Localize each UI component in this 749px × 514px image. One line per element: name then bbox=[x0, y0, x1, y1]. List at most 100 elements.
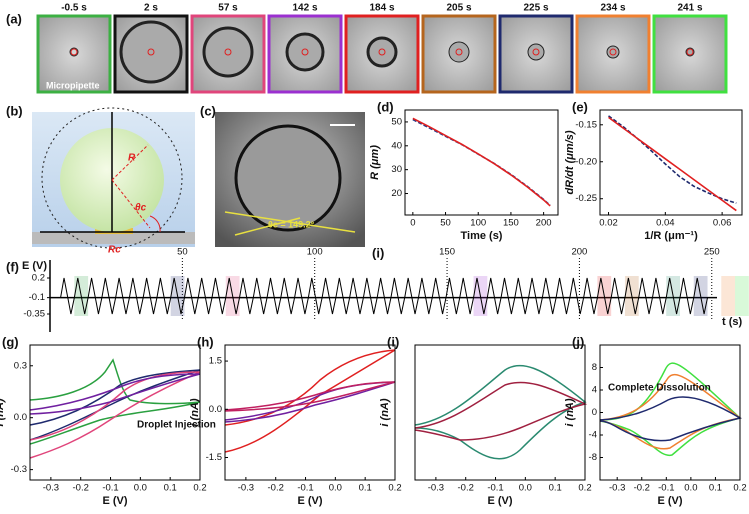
frame-time: 234 s bbox=[600, 3, 625, 14]
x-tick-label: 0.1 bbox=[359, 483, 372, 494]
x-tick-label: -0.1 bbox=[297, 483, 313, 494]
droplet bbox=[448, 41, 470, 63]
y-tick-label: -4 bbox=[589, 430, 597, 441]
x-tick-label: -0.3 bbox=[238, 483, 254, 494]
cv-curve bbox=[414, 381, 588, 441]
angle-text: θc = 149.2° bbox=[268, 219, 315, 229]
y-tick-label: 0 bbox=[592, 407, 597, 418]
frame-time: 225 s bbox=[523, 3, 548, 14]
frame-time: 142 s bbox=[292, 3, 317, 14]
plot-frame bbox=[224, 344, 396, 481]
electrode bbox=[301, 48, 309, 56]
pointer-label: Micropipette bbox=[46, 80, 100, 90]
inset-label: (i) bbox=[372, 245, 384, 260]
frame-time: 57 s bbox=[218, 3, 238, 14]
x-tick-label: 0.04 bbox=[656, 218, 675, 229]
y-tick-label: 0.0 bbox=[14, 412, 27, 423]
plot-frame bbox=[599, 109, 743, 216]
x-axis-label: Time (s) bbox=[461, 230, 503, 242]
cv-curve bbox=[599, 362, 742, 456]
frame bbox=[36, 14, 112, 94]
x-tick-label: -0.3 bbox=[43, 483, 59, 494]
tangent bbox=[224, 211, 356, 233]
y-tick-label: -0.3 bbox=[11, 464, 27, 475]
angle-arc bbox=[149, 215, 161, 233]
frame bbox=[575, 14, 651, 94]
y-tick-label: -0.15 bbox=[575, 119, 597, 130]
x-tick-label: 0.0 bbox=[684, 483, 697, 494]
electrode bbox=[147, 48, 155, 56]
data-line bbox=[608, 115, 737, 204]
panel-label: (b) bbox=[6, 103, 23, 118]
cv-curve bbox=[224, 349, 396, 453]
cv-curve bbox=[599, 396, 742, 442]
cycle-highlight bbox=[735, 276, 749, 316]
cv-curve bbox=[29, 373, 201, 415]
plot-frame bbox=[29, 344, 201, 481]
panel-label: (f) bbox=[6, 259, 19, 274]
x-tick-label: 0.1 bbox=[164, 483, 177, 494]
y-tick-label: 8 bbox=[592, 362, 597, 373]
droplet bbox=[119, 20, 183, 84]
y-tick-label: 40 bbox=[391, 140, 402, 151]
droplet bbox=[527, 43, 545, 61]
panel-label: (e) bbox=[572, 99, 588, 114]
droplet-photo bbox=[234, 124, 342, 232]
frame-time: 184 s bbox=[369, 3, 394, 14]
y-axis-label: i (nA) bbox=[379, 398, 391, 426]
tangent bbox=[234, 217, 301, 236]
symbol: Rc bbox=[108, 245, 121, 256]
data-line bbox=[412, 117, 551, 207]
y-tick-label: 50 bbox=[391, 116, 402, 127]
y-tick-label: 1.5 bbox=[209, 356, 222, 367]
panel-label: (j) bbox=[572, 334, 584, 349]
droplet bbox=[366, 36, 398, 68]
frame-time: 205 s bbox=[446, 3, 471, 14]
x-tick-label: 0.02 bbox=[599, 218, 618, 229]
cycle-highlight bbox=[721, 276, 736, 316]
x-tick-label: 0.06 bbox=[713, 218, 732, 229]
radius-line bbox=[111, 179, 151, 229]
annotation: Complete Dissolution bbox=[608, 383, 711, 394]
x-tick-label: 50 bbox=[440, 218, 451, 229]
frame-time: 241 s bbox=[677, 3, 702, 14]
x-tick-label: 0.1 bbox=[549, 483, 562, 494]
panel-label: (d) bbox=[377, 99, 394, 114]
y-tick-label: -0.1 bbox=[29, 292, 45, 303]
panel-label: (h) bbox=[197, 334, 214, 349]
x-tick-label: -0.2 bbox=[634, 483, 650, 494]
x-axis-label: E (V) bbox=[487, 495, 512, 507]
panel-label: (c) bbox=[200, 103, 216, 118]
cv-curve bbox=[29, 358, 201, 445]
electrode bbox=[609, 48, 617, 56]
x-tick-label: 0.2 bbox=[733, 483, 746, 494]
x-tick-label: 150 bbox=[503, 218, 519, 229]
y-axis-label: i (nA) bbox=[0, 398, 6, 426]
x-tick-label: 200 bbox=[536, 218, 552, 229]
symbol: R bbox=[128, 153, 136, 164]
electrode bbox=[70, 48, 78, 56]
x-tick-label: -0.1 bbox=[658, 483, 674, 494]
x-axis-label: E (V) bbox=[657, 495, 682, 507]
x-tick-label: 250 bbox=[704, 247, 720, 258]
y-tick-label: 30 bbox=[391, 164, 402, 175]
x-tick-label: 0 bbox=[410, 218, 415, 229]
frame-time: 2 s bbox=[144, 3, 158, 14]
x-tick-label: -0.2 bbox=[458, 483, 474, 494]
y-axis-label: E (V) bbox=[22, 260, 47, 272]
x-tick-label: 50 bbox=[177, 247, 188, 258]
x-tick-label: 0.1 bbox=[709, 483, 722, 494]
droplet bbox=[69, 47, 79, 57]
annotation: Droplet Injection bbox=[137, 420, 216, 431]
x-tick-label: 0.0 bbox=[329, 483, 342, 494]
substrate bbox=[32, 232, 195, 244]
droplet bbox=[285, 32, 325, 72]
electrode bbox=[532, 48, 540, 56]
plot-frame bbox=[404, 109, 559, 216]
panel-label: (i) bbox=[387, 334, 399, 349]
y-tick-label: -8 bbox=[589, 452, 597, 463]
y-tick-label: 0.0 bbox=[209, 404, 222, 415]
y-tick-label: -0.35 bbox=[23, 309, 45, 320]
x-axis-label: E (V) bbox=[102, 495, 127, 507]
electrode bbox=[455, 48, 463, 56]
